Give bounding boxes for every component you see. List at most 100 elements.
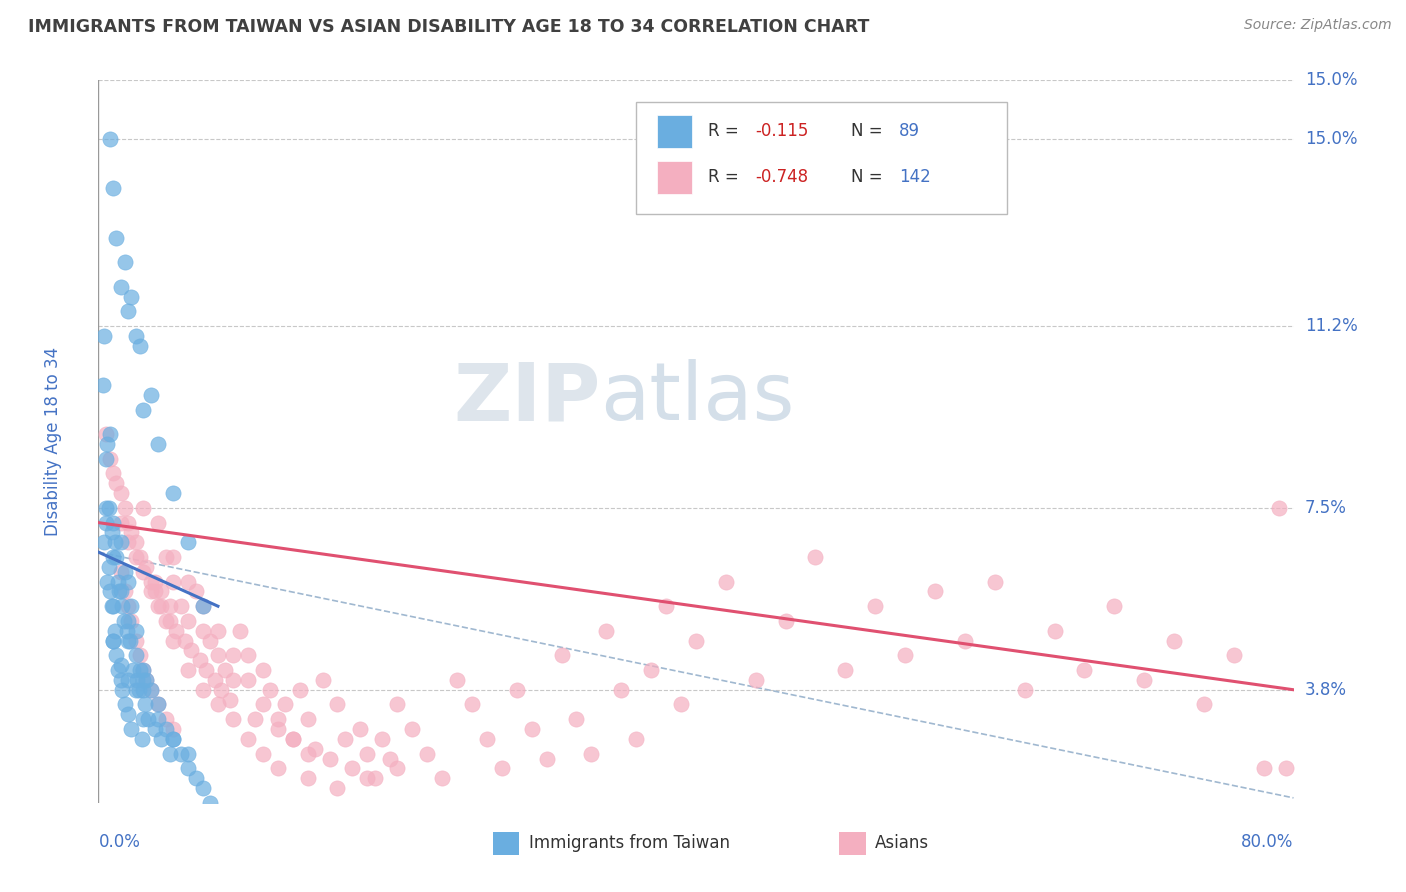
- Point: [506, 682, 529, 697]
- Point: [984, 574, 1007, 589]
- Point: [385, 761, 409, 775]
- Point: [222, 648, 245, 663]
- Point: [105, 230, 128, 244]
- Point: [125, 624, 148, 638]
- Point: [120, 599, 142, 614]
- Point: [191, 599, 214, 614]
- Point: [94, 516, 117, 530]
- Point: [180, 643, 202, 657]
- Point: [98, 451, 122, 466]
- Point: [117, 304, 139, 318]
- Point: [1267, 500, 1289, 515]
- Point: [114, 584, 136, 599]
- Point: [775, 614, 797, 628]
- Point: [139, 682, 162, 697]
- Point: [177, 761, 200, 775]
- Point: [104, 624, 127, 638]
- Point: [117, 516, 139, 530]
- Text: R =: R =: [709, 122, 744, 140]
- Point: [115, 624, 138, 638]
- Point: [281, 731, 304, 746]
- Point: [1163, 633, 1185, 648]
- Text: ZIP: ZIP: [453, 359, 600, 437]
- Point: [333, 731, 356, 746]
- Point: [139, 388, 162, 402]
- Point: [834, 663, 856, 677]
- Point: [804, 549, 827, 564]
- Point: [110, 279, 132, 293]
- Point: [110, 658, 132, 673]
- Point: [136, 712, 159, 726]
- Point: [491, 761, 513, 775]
- Point: [117, 707, 139, 722]
- Point: [595, 624, 617, 638]
- Point: [96, 437, 118, 451]
- Point: [110, 565, 132, 579]
- Point: [162, 731, 184, 746]
- Point: [110, 673, 132, 687]
- Point: [150, 731, 173, 746]
- Point: [536, 751, 558, 765]
- Point: [117, 673, 139, 687]
- Point: [184, 771, 207, 785]
- Point: [364, 771, 387, 785]
- Point: [125, 648, 148, 663]
- Point: [103, 633, 125, 648]
- Point: [565, 712, 588, 726]
- Point: [207, 698, 229, 712]
- Point: [139, 682, 162, 697]
- Point: [430, 771, 453, 785]
- Text: 7.5%: 7.5%: [1305, 499, 1347, 516]
- Point: [252, 747, 274, 761]
- Point: [274, 698, 297, 712]
- Point: [162, 574, 184, 589]
- Point: [267, 761, 290, 775]
- Text: -0.748: -0.748: [756, 169, 808, 186]
- Point: [108, 584, 131, 599]
- Point: [281, 731, 304, 746]
- Point: [162, 633, 184, 648]
- Point: [626, 731, 648, 746]
- Point: [117, 633, 139, 648]
- Point: [101, 599, 124, 614]
- FancyBboxPatch shape: [637, 102, 1007, 214]
- Point: [114, 565, 136, 579]
- Point: [103, 516, 125, 530]
- Point: [105, 549, 128, 564]
- Point: [446, 673, 468, 687]
- Point: [342, 761, 364, 775]
- Point: [120, 614, 142, 628]
- Point: [105, 648, 128, 663]
- Point: [1014, 682, 1036, 697]
- Point: [103, 549, 125, 564]
- Text: 80.0%: 80.0%: [1241, 833, 1294, 851]
- Point: [93, 535, 115, 549]
- Point: [114, 698, 136, 712]
- Point: [128, 682, 150, 697]
- Point: [655, 599, 678, 614]
- Point: [132, 663, 155, 677]
- Point: [129, 339, 152, 353]
- Point: [103, 467, 125, 481]
- Text: 3.8%: 3.8%: [1305, 681, 1347, 698]
- Point: [94, 451, 117, 466]
- Point: [120, 289, 142, 303]
- Point: [252, 663, 274, 677]
- Point: [326, 780, 349, 795]
- Point: [117, 574, 139, 589]
- Point: [356, 747, 378, 761]
- Bar: [494, 831, 519, 855]
- Point: [177, 614, 200, 628]
- Point: [134, 698, 156, 712]
- Point: [385, 698, 409, 712]
- Point: [97, 500, 120, 515]
- Point: [191, 599, 214, 614]
- Point: [297, 712, 319, 726]
- Point: [103, 181, 125, 195]
- Point: [1104, 599, 1126, 614]
- Point: [97, 560, 120, 574]
- Point: [117, 535, 139, 549]
- Point: [214, 663, 236, 677]
- Text: atlas: atlas: [600, 359, 794, 437]
- Point: [110, 486, 132, 500]
